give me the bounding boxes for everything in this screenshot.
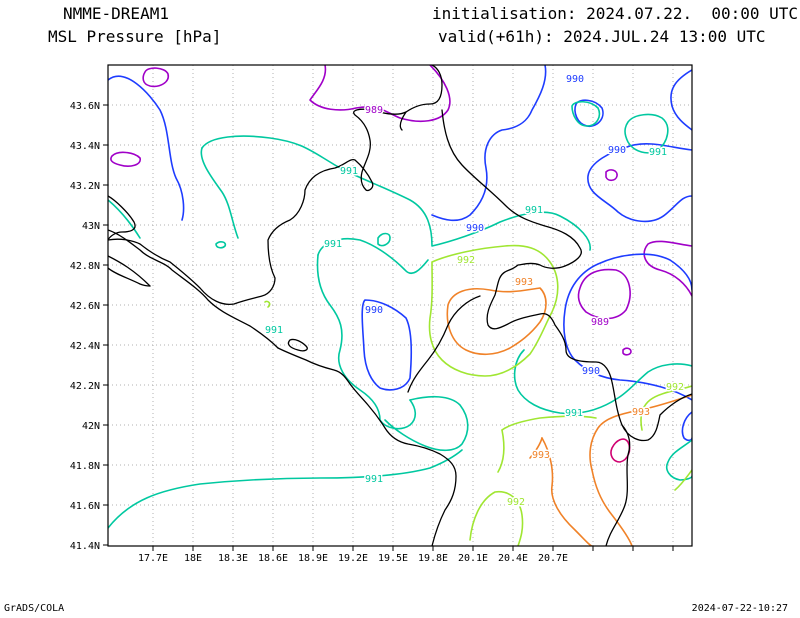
contour-label: 991 — [265, 325, 283, 336]
init-time: initialisation: 2024.07.22. 00:00 UTC — [432, 4, 799, 23]
lon-label: 18.3E — [218, 553, 248, 564]
lon-label: 18E — [184, 553, 202, 564]
contour-label: 989 — [591, 317, 609, 328]
lon-label: 20.4E — [498, 553, 528, 564]
footer-timestamp: 2024-07-22-10:27 — [691, 603, 788, 614]
isobar-993 — [446, 287, 692, 546]
lat-label: 41.6N — [70, 501, 100, 512]
lon-label: 19.2E — [338, 553, 368, 564]
lat-label: 43.6N — [70, 101, 100, 112]
valid-time: valid(+61h): 2024.JUL.24 13:00 UTC — [438, 27, 766, 46]
lat-label: 42N — [82, 421, 100, 432]
contour-label: 990 — [365, 305, 383, 316]
contour-label: 991 — [324, 239, 342, 250]
lat-label: 43.4N — [70, 141, 100, 152]
contour-label: 991 — [365, 474, 383, 485]
isobar-990 — [108, 65, 692, 442]
latitude-labels: 43.6N 43.4N 43.2N 43N 42.8N 42.6N 42.4N … — [70, 101, 100, 552]
lat-label: 42.8N — [70, 261, 100, 272]
lat-label: 42.6N — [70, 301, 100, 312]
contour-label: 991 — [649, 147, 667, 158]
contour-label: 992 — [507, 497, 525, 508]
isobar-992 — [264, 244, 692, 546]
contour-label: 992 — [457, 255, 475, 266]
contour-label: 993 — [515, 277, 533, 288]
lat-label: 42.2N — [70, 381, 100, 392]
contour-label: 991 — [525, 205, 543, 216]
contour-label: 990 — [582, 366, 600, 377]
field-name: MSL Pressure [hPa] — [48, 27, 222, 46]
lon-label: 20.7E — [538, 553, 568, 564]
contour-labels: 989 990 990 991 991 991 991 990 992 993 … — [263, 73, 685, 510]
grid-lines — [108, 65, 692, 546]
lon-label: 18.9E — [298, 553, 328, 564]
isobar-994 — [610, 438, 631, 463]
contour-label: 989 — [365, 105, 383, 116]
contour-label: 992 — [666, 382, 684, 393]
lon-label: 19.5E — [378, 553, 408, 564]
model-name: NMME-DREAM1 — [63, 4, 169, 23]
isobar-989 — [110, 65, 692, 356]
lon-label: 20.1E — [458, 553, 488, 564]
tick-marks — [103, 104, 674, 551]
coastlines-borders — [108, 65, 692, 546]
lat-label: 41.4N — [70, 541, 100, 552]
lat-label: 42.4N — [70, 341, 100, 352]
lat-label: 43.2N — [70, 181, 100, 192]
contour-label: 991 — [340, 166, 358, 177]
contour-label: 990 — [466, 223, 484, 234]
lon-label: 19.8E — [418, 553, 448, 564]
longitude-labels: 17.7E 18E 18.3E 18.6E 18.9E 19.2E 19.5E … — [138, 553, 568, 564]
contour-label: 991 — [565, 408, 583, 419]
contour-label: 990 — [608, 145, 626, 156]
lon-label: 18.6E — [258, 553, 288, 564]
lon-label: 17.7E — [138, 553, 168, 564]
contour-label: 993 — [632, 407, 650, 418]
contour-label: 990 — [566, 74, 584, 85]
lat-label: 41.8N — [70, 461, 100, 472]
footer-credit: GrADS/COLA — [4, 603, 65, 614]
lat-label: 43N — [82, 221, 100, 232]
isobar-991 — [108, 100, 692, 529]
contour-label: 993 — [532, 450, 550, 461]
